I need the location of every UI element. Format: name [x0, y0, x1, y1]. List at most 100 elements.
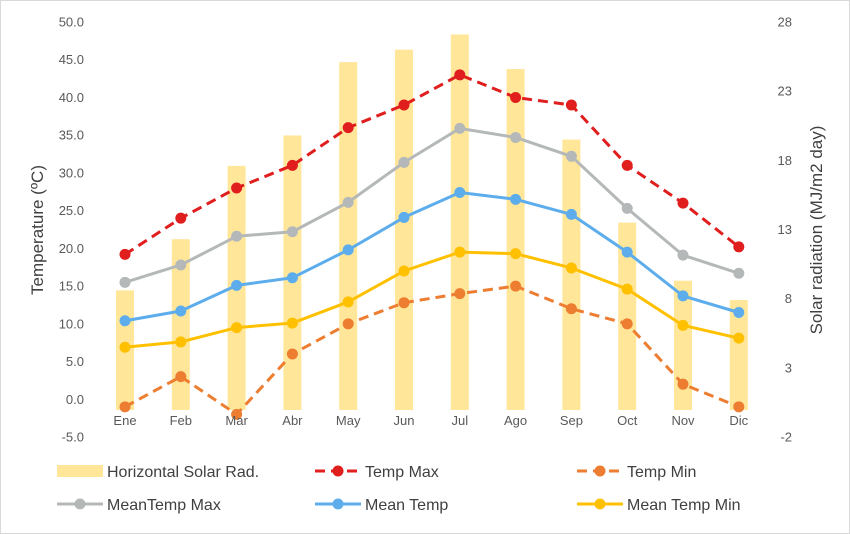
legend-label: Temp Min	[627, 464, 696, 481]
solar-radiation-bar	[171, 239, 190, 410]
solar-radiation-bar	[395, 49, 413, 411]
temp-min-line	[124, 284, 740, 416]
meantemp-max-point	[454, 122, 466, 134]
temp-min-point	[454, 288, 466, 300]
temp-max-point	[621, 159, 633, 171]
mean-temp-point	[175, 305, 187, 317]
mean-temp-point	[733, 307, 745, 318]
left-tick-label: 40.0	[59, 90, 84, 105]
x-tick-label: Dic	[729, 413, 748, 428]
left-axis-ticks: -5.0 0.0 5.0 10.0 15.0 20.0 25.0 30.0 35.0 40.0 45…	[59, 15, 84, 445]
mean-temp-min-line	[124, 250, 740, 349]
mean-temp-point	[677, 290, 689, 302]
meantemp-max-point	[565, 150, 577, 162]
temp-min-point	[119, 401, 131, 413]
left-axis-title: Temperature (ºC)	[28, 165, 47, 295]
temp-max-point	[231, 182, 243, 194]
x-tick-label: Feb	[170, 413, 192, 428]
mean-temp-point	[510, 193, 522, 205]
legend-marker	[332, 498, 344, 510]
legend: Horizontal Solar Rad. Temp Max Temp Min Mea…	[57, 464, 741, 514]
meantemp-max-line	[124, 126, 740, 284]
meantemp-max-point	[286, 226, 298, 238]
legend-label: MeanTemp Max	[107, 497, 221, 514]
x-axis-ticks: Ene Feb Mar Abr May Jun Jul Ago Sep Oct Nov Dic	[113, 413, 748, 428]
legend-item-mean-temp: Mean Temp	[315, 497, 448, 514]
temp-max-line	[124, 73, 740, 256]
x-tick-label: Abr	[282, 413, 303, 428]
mean-temp-min-point	[510, 248, 522, 260]
temp-min-point	[677, 378, 689, 390]
mean-temp-point	[342, 244, 354, 256]
x-tick-label: Sep	[560, 413, 583, 428]
left-tick-label: -5.0	[62, 430, 84, 445]
mean-temp-min-point	[454, 246, 466, 258]
temp-max-point	[286, 159, 298, 171]
left-tick-label: 5.0	[66, 354, 84, 369]
left-tick-label: 35.0	[59, 128, 84, 143]
temp-min-point	[231, 408, 243, 420]
meantemp-max-point	[175, 259, 187, 271]
left-tick-label: 50.0	[59, 15, 84, 30]
mean-temp-point	[398, 211, 410, 223]
temp-min-point	[565, 303, 577, 315]
temp-max-point	[733, 241, 745, 253]
left-tick-label: 10.0	[59, 316, 84, 331]
mean-temp-point	[454, 187, 466, 199]
mean-temp-line	[124, 191, 740, 323]
mean-temp-point	[286, 272, 298, 284]
right-tick-label: 23	[778, 84, 792, 99]
right-tick-label: -2	[780, 430, 792, 445]
legend-marker	[74, 498, 86, 510]
meantemp-max-point	[621, 202, 633, 214]
left-tick-label: 0.0	[66, 392, 84, 407]
x-tick-label: Jun	[394, 413, 415, 428]
mean-temp-min-point	[621, 283, 633, 295]
mean-temp-point	[119, 315, 131, 327]
legend-label: Mean Temp	[365, 497, 448, 514]
right-tick-label: 13	[778, 222, 792, 237]
mean-temp-min-point	[119, 341, 131, 353]
x-tick-label: May	[336, 413, 361, 428]
temp-min-point	[510, 280, 522, 292]
mean-temp-min-point	[733, 332, 745, 344]
temp-max-point	[119, 248, 131, 260]
x-tick-label: Mar	[225, 413, 248, 428]
temp-min-point	[621, 318, 633, 330]
right-tick-label: 28	[778, 15, 792, 30]
legend-marker	[332, 465, 344, 477]
x-tick-label: Ago	[504, 413, 527, 428]
solar-radiation-bar	[339, 62, 358, 410]
meantemp-max-point	[398, 156, 410, 168]
legend-item-horizontal-solar-rad: Horizontal Solar Rad.	[57, 464, 259, 481]
mean-temp-min-point	[175, 336, 187, 348]
temp-max-point	[454, 69, 466, 81]
mean-temp-point	[565, 208, 577, 220]
temp-min-point	[175, 371, 187, 383]
meantemp-max-point	[677, 249, 689, 261]
mean-temp-point	[231, 279, 243, 291]
right-tick-label: 3	[785, 360, 792, 375]
left-tick-label: 30.0	[59, 165, 84, 180]
meantemp-max-point	[119, 276, 131, 288]
mean-temp-min-point	[677, 319, 689, 331]
temp-max-point	[175, 212, 187, 224]
meantemp-max-point	[510, 131, 522, 143]
solar-radiation-bar	[618, 222, 637, 410]
right-axis-title: Solar radiation (MJ/m2 day)	[807, 126, 826, 335]
solar-radiation-bar	[506, 69, 525, 411]
left-tick-label: 15.0	[59, 279, 84, 294]
legend-swatch	[57, 465, 103, 477]
right-axis-ticks: -2 3 8 13 18 23 28	[778, 15, 792, 445]
solar-radiation-bar	[450, 34, 469, 410]
temp-min-point	[342, 318, 354, 330]
x-tick-label: Oct	[617, 413, 638, 428]
left-tick-label: 25.0	[59, 203, 84, 218]
mean-temp-min-point	[342, 296, 354, 308]
temp-max-point	[510, 91, 522, 103]
mean-temp-min-point	[286, 317, 298, 329]
legend-label: Temp Max	[365, 464, 439, 481]
legend-item-mean-temp-min: Mean Temp Min	[577, 497, 741, 514]
